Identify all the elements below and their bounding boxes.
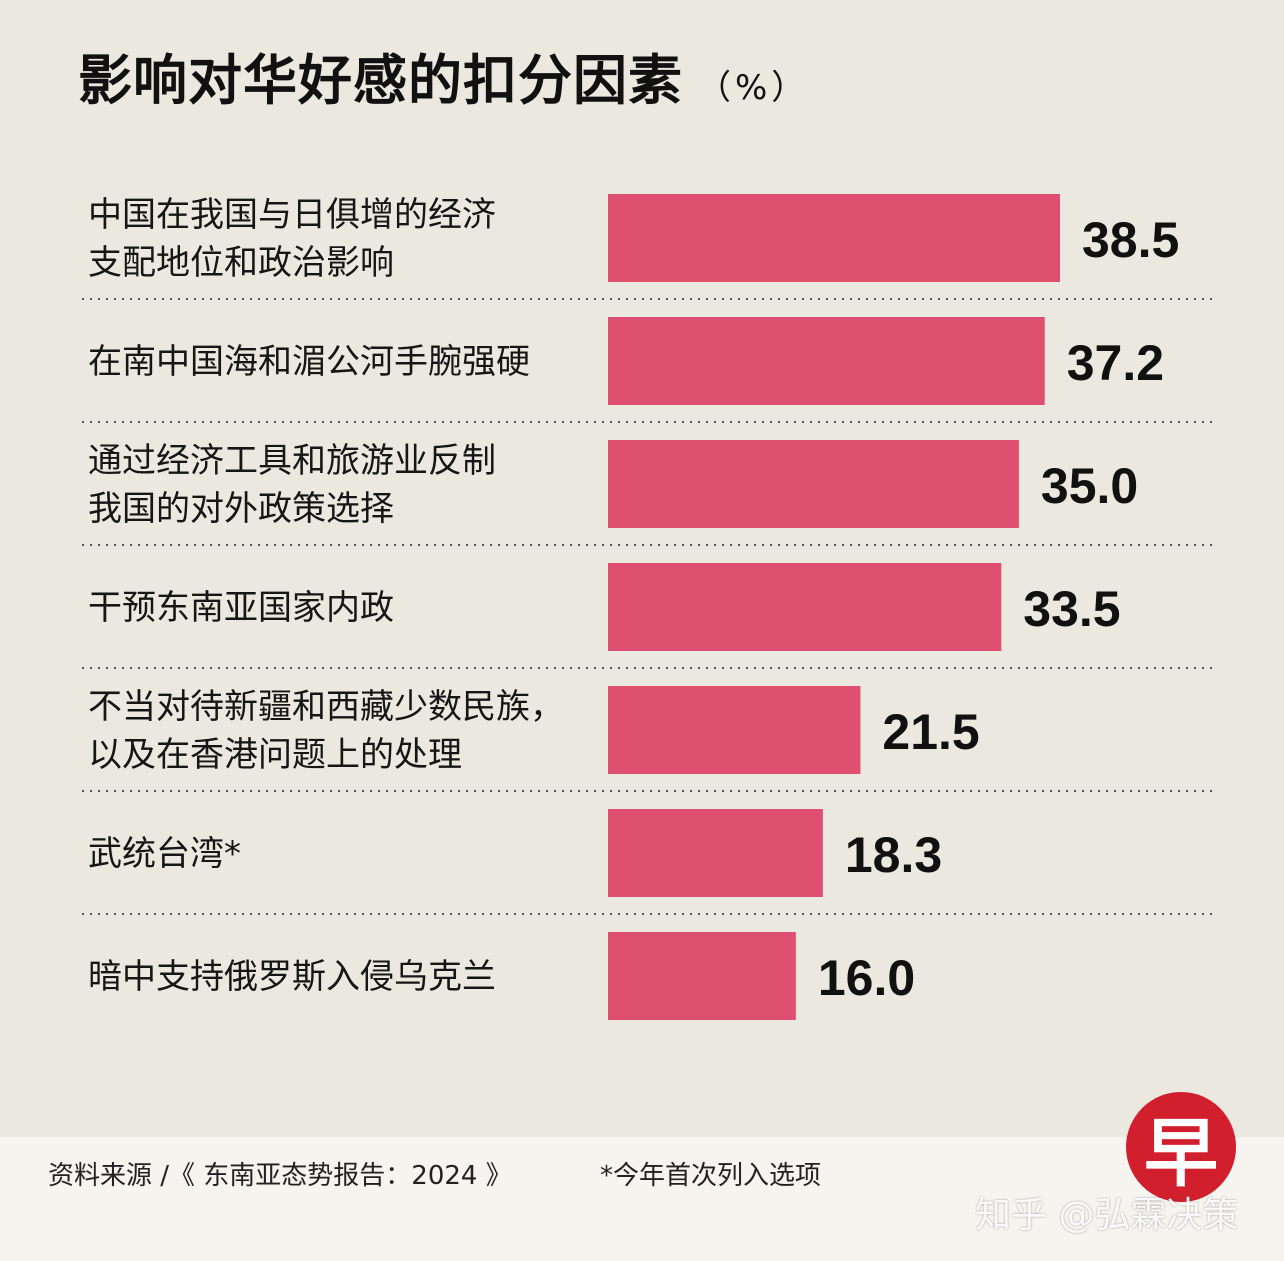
category-label-1-line-2: 支配地位和政治影响 <box>88 243 394 283</box>
value-label-4: 33.5 <box>1023 581 1120 637</box>
bar-5 <box>608 686 861 774</box>
logo-glyph: 早 <box>1144 1110 1218 1197</box>
category-label-3-line-2: 我国的对外政策选择 <box>88 489 394 529</box>
watermark-text: 知乎 @弘霖决策 <box>975 1195 1239 1236</box>
chart-title: 影响对华好感的扣分因素 （%） <box>78 36 809 115</box>
value-label-6: 18.3 <box>845 827 942 883</box>
category-label-5-line-1: 不当对待新疆和西藏少数民族， <box>88 687 564 727</box>
value-label-1: 38.5 <box>1082 212 1179 268</box>
title-unit: （%） <box>697 68 810 108</box>
footnote-text: *今年首次列入选项 <box>600 1161 822 1191</box>
title-text: 影响对华好感的扣分因素 <box>78 49 683 112</box>
bar-7 <box>608 932 796 1020</box>
value-label-5: 21.5 <box>882 704 979 760</box>
bar-3 <box>608 440 1019 528</box>
source-text: 资料来源 /《 东南亚态势报告：2024 》 <box>48 1161 512 1191</box>
bar-1 <box>608 194 1060 282</box>
bar-4 <box>608 563 1002 651</box>
bar-6 <box>608 809 823 897</box>
bar-2 <box>608 317 1045 405</box>
value-label-3: 35.0 <box>1041 458 1138 514</box>
category-label-5-line-2: 以及在香港问题上的处理 <box>88 735 462 775</box>
category-label-1-line-1: 中国在我国与日俱增的经济 <box>88 195 496 235</box>
footer <box>0 1137 1284 1261</box>
zaobao-logo: 早 <box>1126 1092 1236 1202</box>
category-label-4: 干预东南亚国家内政 <box>88 588 394 628</box>
category-label-6: 武统台湾* <box>88 834 241 874</box>
value-label-7: 16.0 <box>818 950 915 1006</box>
category-label-7: 暗中支持俄罗斯入侵乌克兰 <box>88 957 496 997</box>
category-label-2: 在南中国海和湄公河手腕强硬 <box>88 342 530 382</box>
category-label-3-line-1: 通过经济工具和旅游业反制 <box>88 441 496 481</box>
value-label-2: 37.2 <box>1067 335 1164 391</box>
